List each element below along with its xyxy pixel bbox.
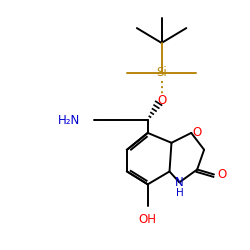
- Text: OH: OH: [139, 213, 157, 226]
- Text: O: O: [157, 94, 166, 107]
- Text: N: N: [175, 176, 184, 189]
- Text: O: O: [192, 126, 202, 140]
- Text: H₂N: H₂N: [58, 114, 80, 126]
- Text: Si: Si: [156, 66, 167, 79]
- Text: O: O: [217, 168, 226, 181]
- Text: H: H: [176, 188, 183, 198]
